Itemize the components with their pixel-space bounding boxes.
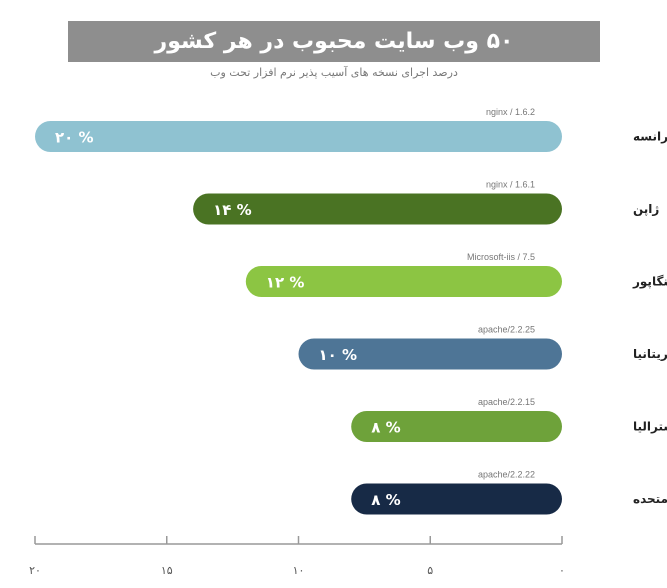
category-label: بریتانیا — [633, 347, 667, 361]
bar-value-label: ۱۴ % — [213, 201, 252, 219]
bar-value-label: ۱۰ % — [319, 346, 358, 364]
category-label: ژاپن — [633, 202, 659, 216]
software-label: nginx / 1.6.2 — [486, 107, 535, 117]
x-tick-label: ۱۰ — [293, 564, 305, 577]
chart-title: ۵۰ وب سایت محبوب در هر کشور — [154, 29, 514, 54]
title-banner: ۵۰ وب سایت محبوب در هر کشور — [68, 21, 600, 62]
bar-value-label: ۱۲ % — [266, 274, 305, 292]
bar — [298, 338, 562, 370]
bar-value-label: ۲۰ % — [55, 129, 94, 147]
bar — [245, 266, 563, 297]
chart-subtitle: درصد اجرای نسخه های آسیب پذیر نرم افزار … — [210, 66, 458, 79]
x-tick-label: ۱۵ — [161, 564, 173, 577]
software-label: apache/2.2.15 — [478, 397, 535, 407]
x-tick-label: ۲۰ — [29, 564, 41, 577]
category-label: ایالات متحده — [633, 492, 667, 506]
software-label: Microsoft-iis / 7.5 — [467, 252, 535, 262]
bar — [351, 411, 562, 442]
x-tick-label: ۵ — [427, 564, 433, 577]
bar — [35, 121, 562, 152]
category-label: استرالیا — [633, 420, 667, 434]
bar-value-label: ۸ % — [371, 419, 400, 437]
software-label: apache/2.2.25 — [478, 325, 535, 335]
category-label: فرانسه — [633, 130, 667, 144]
bar-value-label: ۸ % — [371, 491, 400, 509]
bar — [351, 483, 562, 515]
bar — [193, 193, 562, 225]
software-label: nginx / 1.6.1 — [486, 180, 535, 190]
software-label: apache/2.2.22 — [478, 470, 535, 480]
category-label: سنگاپور — [632, 275, 667, 290]
x-tick-label: ۰ — [559, 564, 565, 577]
